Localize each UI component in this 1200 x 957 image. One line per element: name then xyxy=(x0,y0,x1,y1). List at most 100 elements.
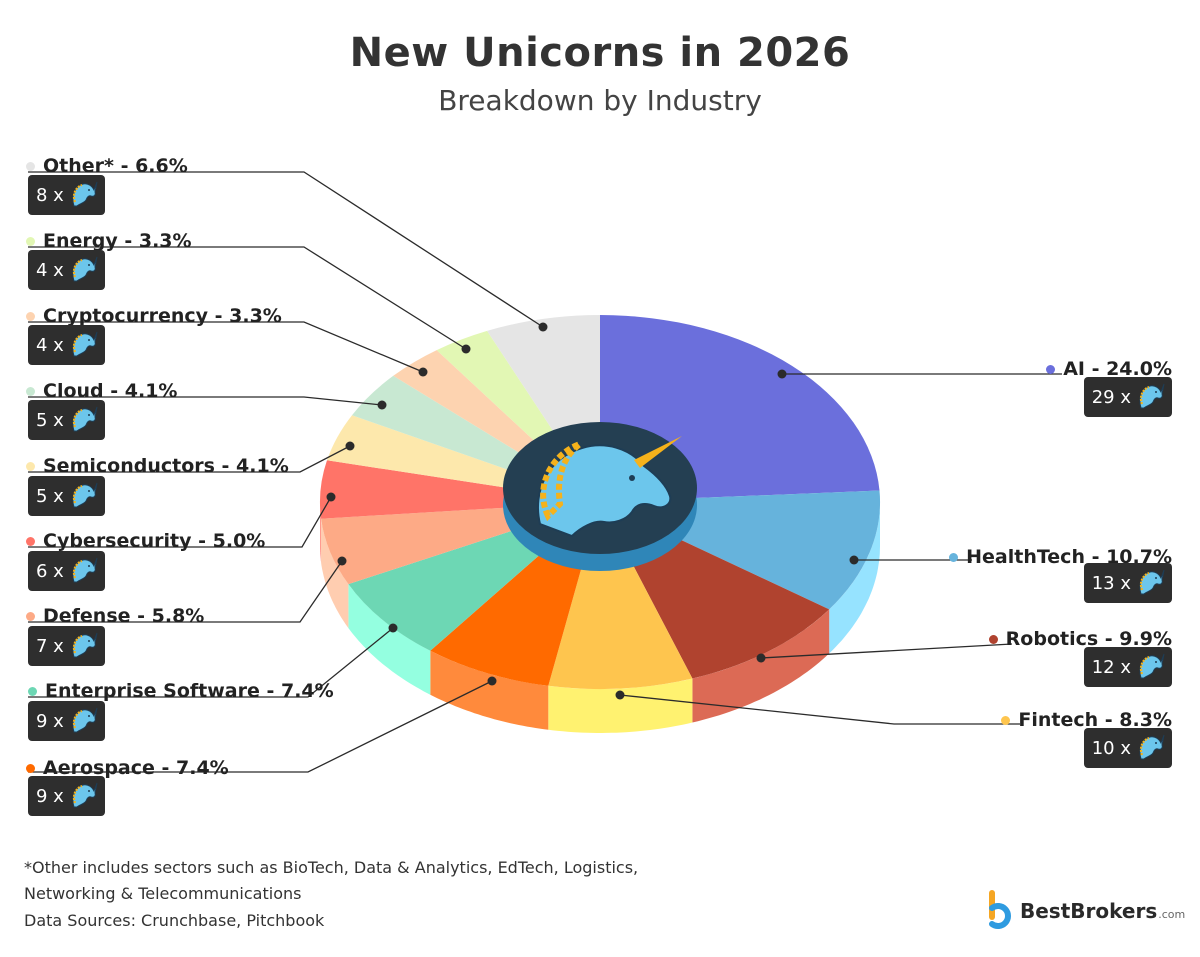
count-box-energy: 4 x xyxy=(28,250,105,290)
leader-robotics xyxy=(760,643,1013,659)
unicorn-icon xyxy=(69,178,99,213)
legend-dot-enterprise-software xyxy=(28,687,37,696)
label-text-aerospace: Aerospace - 7.4% xyxy=(43,757,229,779)
leader-dot-cloud xyxy=(377,400,387,410)
leader-dot-robotics xyxy=(756,653,766,663)
slice-side-enterprise-software xyxy=(348,584,431,695)
slice-side-robotics xyxy=(692,609,830,723)
count-box-cloud: 5 x xyxy=(28,400,105,440)
leader-dot-cryptocurrency xyxy=(418,367,428,377)
data-sources: Data Sources: Crunchbase, Pitchbook xyxy=(24,911,325,930)
legend-dot-fintech xyxy=(1001,716,1011,725)
label-text-cloud: Cloud - 4.1% xyxy=(43,380,178,402)
count-box-cryptocurrency: 4 x xyxy=(28,325,105,365)
legend-dot-robotics xyxy=(988,635,998,644)
pie-sides xyxy=(320,502,880,733)
count-text-cryptocurrency: 4 x xyxy=(36,334,64,356)
unicorn-icon xyxy=(69,779,99,814)
leader-other xyxy=(28,171,544,328)
unicorn-icon xyxy=(69,403,99,438)
leader-dot-aerospace xyxy=(487,676,497,686)
legend-dot-other xyxy=(26,162,35,171)
label-energy: Energy - 3.3% xyxy=(26,230,192,252)
legend-dot-cybersecurity xyxy=(26,537,35,546)
chart-subtitle: Breakdown by Industry xyxy=(438,84,762,117)
count-text-enterprise-software: 9 x xyxy=(36,710,64,732)
label-defense: Defense - 5.8% xyxy=(26,605,204,627)
label-text-cryptocurrency: Cryptocurrency - 3.3% xyxy=(43,305,282,327)
unicorn-icon xyxy=(69,704,99,739)
leader-dot-fintech xyxy=(615,690,625,700)
legend-dot-aerospace xyxy=(26,764,35,773)
label-fintech: Fintech - 8.3% xyxy=(1001,709,1172,731)
leader-defense xyxy=(28,560,343,623)
count-text-cybersecurity: 6 x xyxy=(36,560,64,582)
unicorn-icon xyxy=(69,629,99,664)
label-text-energy: Energy - 3.3% xyxy=(43,230,192,252)
leader-cloud xyxy=(28,396,383,406)
count-text-fintech: 10 x xyxy=(1091,737,1131,759)
count-box-cybersecurity: 6 x xyxy=(28,551,105,591)
slice-fintech xyxy=(548,502,693,690)
brand-suffix: .com xyxy=(1158,908,1186,921)
count-box-healthtech: 13 x xyxy=(1083,563,1172,603)
leader-dot-energy xyxy=(461,344,471,354)
slice-side-aerospace xyxy=(430,650,549,730)
label-text-semiconductors: Semiconductors - 4.1% xyxy=(43,455,289,477)
count-box-other: 8 x xyxy=(28,175,105,215)
leader-energy xyxy=(28,246,467,350)
unicorn-icon xyxy=(1136,380,1166,415)
brand-name: BestBrokers xyxy=(1020,899,1158,923)
slice-side-cybersecurity xyxy=(320,502,322,563)
label-text-defense: Defense - 5.8% xyxy=(43,605,205,627)
leader-enterprise-software xyxy=(28,627,394,698)
label-healthtech: HealthTech - 10.7% xyxy=(949,546,1172,568)
label-robotics: Robotics - 9.9% xyxy=(988,628,1172,650)
count-box-aerospace: 9 x xyxy=(28,776,105,816)
legend-dot-healthtech xyxy=(949,553,959,562)
count-box-defense: 7 x xyxy=(28,626,105,666)
unicorn-icon xyxy=(69,479,99,514)
count-box-semiconductors: 5 x xyxy=(28,476,105,516)
count-text-healthtech: 13 x xyxy=(1091,572,1131,594)
label-cybersecurity: Cybersecurity - 5.0% xyxy=(26,530,265,552)
count-box-robotics: 12 x xyxy=(1083,647,1172,687)
bestbrokers-logo-icon xyxy=(986,888,1016,934)
leader-dot-ai xyxy=(777,369,787,379)
leader-dot-enterprise-software xyxy=(388,623,398,633)
leader-semiconductors xyxy=(28,445,351,473)
label-other: Other* - 6.6% xyxy=(26,155,188,177)
label-semiconductors: Semiconductors - 4.1% xyxy=(26,455,289,477)
label-text-enterprise-software: Enterprise Software - 7.4% xyxy=(45,680,334,702)
leader-aerospace xyxy=(28,680,493,773)
legend-dot-ai xyxy=(1046,365,1056,374)
count-text-aerospace: 9 x xyxy=(36,785,64,807)
legend-dot-cloud xyxy=(26,387,35,396)
slice-side-fintech xyxy=(548,678,693,733)
unicorn-icon xyxy=(1136,650,1166,685)
count-box-enterprise-software: 9 x xyxy=(28,701,105,741)
label-text-fintech: Fintech - 8.3% xyxy=(1018,709,1172,731)
count-box-fintech: 10 x xyxy=(1083,728,1172,768)
unicorn-icon xyxy=(1136,731,1166,766)
count-box-ai: 29 x xyxy=(1083,377,1172,417)
legend-dot-defense xyxy=(26,612,35,621)
count-text-robotics: 12 x xyxy=(1091,656,1131,678)
legend-dot-cryptocurrency xyxy=(26,312,35,321)
count-text-other: 8 x xyxy=(36,184,64,206)
slice-side-healthtech xyxy=(829,502,880,654)
count-text-energy: 4 x xyxy=(36,259,64,281)
count-text-defense: 7 x xyxy=(36,635,64,657)
center-badge xyxy=(503,422,697,571)
brand-logo[interactable]: BestBrokers .com xyxy=(986,888,1185,934)
leader-dot-healthtech xyxy=(849,555,859,565)
leader-dot-defense xyxy=(337,556,347,566)
label-enterprise-software: Enterprise Software - 7.4% xyxy=(28,680,334,702)
leader-dot-cybersecurity xyxy=(326,492,336,502)
legend-dot-energy xyxy=(26,237,35,246)
label-aerospace: Aerospace - 7.4% xyxy=(26,757,229,779)
label-cloud: Cloud - 4.1% xyxy=(26,380,177,402)
unicorn-icon xyxy=(69,253,99,288)
slice-side-defense xyxy=(321,518,349,629)
